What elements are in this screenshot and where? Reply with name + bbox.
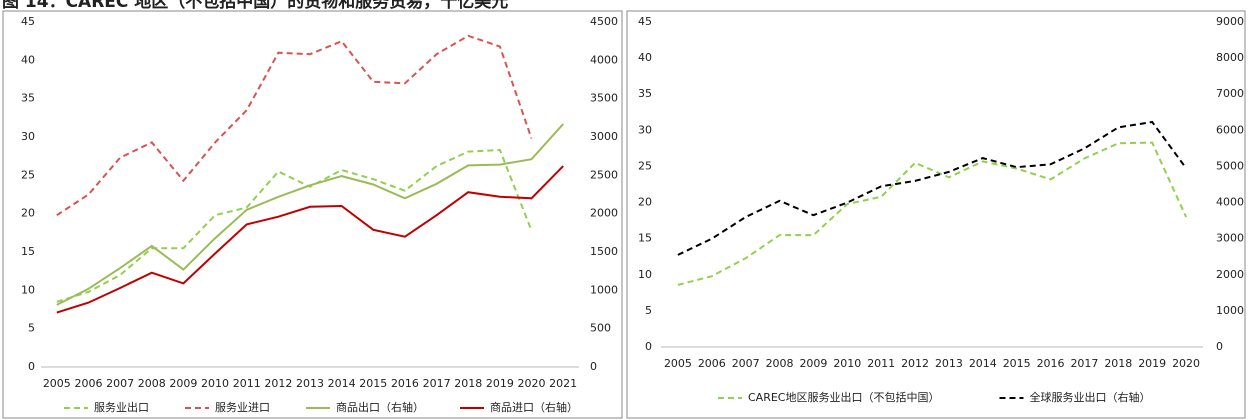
legend-label: 服务业出口 [94,400,149,414]
y2-tick-label: 4000 [1216,196,1244,209]
x-tick-label: 2014 [328,377,356,390]
y-tick-label: 10 [638,268,652,281]
y2-tick-label: 4000 [590,53,618,66]
y-tick-label: 30 [638,123,652,136]
x-tick-label: 2017 [423,377,451,390]
y2-tick-label: 6000 [1216,123,1244,136]
y2-tick-label: 1000 [1216,304,1244,317]
y-tick-label: 30 [21,130,35,143]
page-title: 图 14：CAREC 地区（不包括中国）的货物和服务贸易，十亿美元 [2,0,508,12]
legend-label: 商品出口（右轴） [336,400,424,414]
y-tick-label: 20 [638,196,652,209]
y2-tick-label: 0 [1216,340,1223,353]
y2-tick-label: 1500 [590,245,618,258]
x-tick-label: 2016 [391,377,419,390]
x-tick-label: 2017 [1070,357,1098,370]
x-tick-label: 2014 [969,357,997,370]
x-tick-label: 2013 [935,357,963,370]
y2-tick-label: 1000 [590,283,618,296]
x-tick-label: 2016 [1037,357,1065,370]
x-tick-label: 2005 [43,377,71,390]
x-tick-label: 2012 [264,377,292,390]
y2-tick-label: 3000 [590,130,618,143]
series-line [56,34,533,217]
y2-tick-label: 3000 [1216,232,1244,245]
series-line [56,148,533,303]
x-tick-label: 2019 [486,377,514,390]
series-line [56,123,564,306]
y-tick-label: 35 [21,92,35,105]
x-tick-label: 2020 [1172,357,1200,370]
x-tick-label: 2018 [1104,357,1132,370]
y-tick-label: 25 [638,159,652,172]
y2-tick-label: 7000 [1216,87,1244,100]
y2-tick-label: 9000 [1216,15,1244,28]
x-tick-label: 2006 [698,357,726,370]
y2-tick-label: 2500 [590,168,618,181]
y-tick-label: 5 [645,304,652,317]
y2-tick-label: 2000 [590,207,618,220]
y2-tick-label: 5000 [1216,159,1244,172]
chart-frame [2,10,623,419]
x-tick-label: 2021 [549,377,577,390]
x-tick-label: 2013 [296,377,324,390]
x-tick-label: 2015 [1003,357,1031,370]
y-tick-label: 15 [638,232,652,245]
x-tick-label: 2007 [106,377,134,390]
y2-tick-label: 0 [590,360,597,373]
x-tick-label: 2009 [169,377,197,390]
y-tick-label: 0 [28,360,35,373]
x-tick-label: 2006 [74,377,102,390]
x-tick-label: 2009 [799,357,827,370]
x-tick-label: 2012 [901,357,929,370]
y-tick-label: 10 [21,283,35,296]
x-tick-label: 2011 [867,357,895,370]
series-line [677,141,1188,286]
y-tick-label: 15 [21,245,35,258]
y-tick-label: 40 [638,51,652,64]
y-tick-label: 25 [21,168,35,181]
legend-label: 服务业进口 [215,401,270,414]
y-tick-label: 45 [21,15,35,28]
y-tick-label: 40 [21,53,35,66]
y2-tick-label: 500 [590,322,611,335]
x-tick-label: 2011 [233,377,261,390]
y2-tick-label: 3500 [590,92,618,105]
y2-tick-label: 4500 [590,15,618,28]
y-tick-label: 20 [21,207,35,220]
y-tick-label: 5 [28,322,35,335]
x-tick-label: 2018 [454,377,482,390]
x-tick-label: 2010 [833,357,861,370]
y-tick-label: 35 [638,87,652,100]
x-tick-label: 2008 [138,377,166,390]
legend-label: CAREC地区服务业出口（不包括中国） [748,390,939,404]
x-tick-label: 2007 [732,357,760,370]
legend-label: 全球服务业出口（右轴） [1029,390,1150,404]
chart-frame [626,10,1246,419]
y-tick-label: 45 [638,15,652,28]
x-tick-label: 2020 [518,377,546,390]
y2-tick-label: 8000 [1216,51,1244,64]
x-tick-label: 2010 [201,377,229,390]
x-tick-label: 2005 [664,357,692,370]
x-tick-label: 2019 [1138,357,1166,370]
x-tick-label: 2008 [766,357,794,370]
x-tick-label: 2015 [359,377,387,390]
series-line [56,165,564,314]
y2-tick-label: 2000 [1216,268,1244,281]
series-line [677,120,1187,256]
y-tick-label: 0 [645,340,652,353]
legend-label: 商品进口（右轴） [490,400,578,414]
